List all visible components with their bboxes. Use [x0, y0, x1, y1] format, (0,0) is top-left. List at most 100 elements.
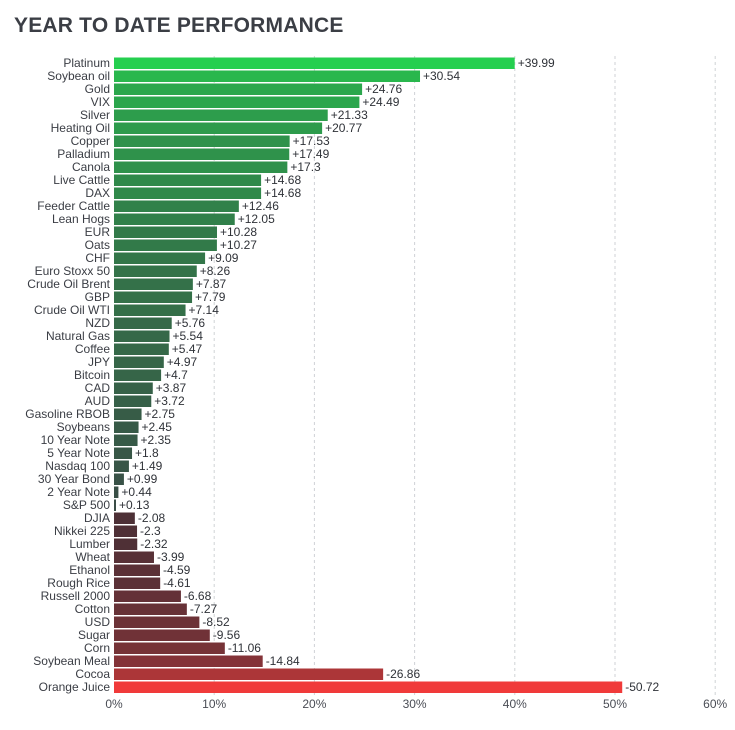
bar-row: Corn -11.06 — [84, 641, 261, 655]
value-label: +2.45 — [142, 420, 173, 434]
value-label: -4.61 — [163, 576, 191, 590]
bar — [114, 447, 133, 459]
chart-title: YEAR TO DATE PERFORMANCE — [14, 14, 344, 37]
bar-row: Oats +10.27 — [85, 238, 258, 252]
value-label: +0.44 — [121, 485, 152, 499]
category-label: Russell 2000 — [41, 589, 111, 603]
x-tick-label: 10% — [202, 697, 226, 711]
value-label: +2.75 — [145, 407, 176, 421]
value-label: +4.97 — [167, 355, 198, 369]
value-label: -3.99 — [157, 550, 185, 564]
value-label: +21.33 — [331, 108, 368, 122]
value-label: +0.13 — [119, 498, 150, 512]
value-label: +12.05 — [238, 212, 275, 226]
category-label: Wheat — [75, 550, 110, 564]
value-label: +10.27 — [220, 238, 257, 252]
bar-row: Bitcoin +4.7 — [74, 368, 188, 382]
bar-row: CAD +3.87 — [85, 381, 187, 395]
bar — [114, 681, 623, 693]
bar-row: Silver +21.33 — [80, 108, 368, 122]
bar — [114, 226, 218, 238]
bar — [114, 317, 172, 329]
bar — [114, 330, 170, 342]
x-axis-ticks: 0% 10% 20% 30% 40% 50% 60% — [105, 697, 727, 711]
category-label: USD — [85, 615, 111, 629]
bar-row: Copper +17.53 — [71, 134, 330, 148]
value-label: +9.09 — [208, 251, 239, 265]
bar — [114, 395, 152, 407]
bar-row: Cocoa -26.86 — [75, 667, 420, 681]
value-label: -2.32 — [140, 537, 168, 551]
category-label: Corn — [84, 641, 110, 655]
value-label: +30.54 — [423, 69, 460, 83]
category-label: Gold — [85, 82, 110, 96]
bar — [114, 577, 161, 589]
category-label: Feeder Cattle — [37, 199, 110, 213]
category-label: Nikkei 225 — [54, 524, 110, 538]
bar-row: Wheat -3.99 — [75, 550, 184, 564]
value-label: -2.08 — [138, 511, 166, 525]
category-label: GBP — [85, 290, 110, 304]
bar-row: Russell 2000 -6.68 — [41, 589, 212, 603]
value-label: +20.77 — [325, 121, 362, 135]
bar — [114, 590, 181, 602]
bar-row: USD -8.52 — [85, 615, 230, 629]
bar — [114, 564, 160, 576]
bar-row: Cotton -7.27 — [75, 602, 218, 616]
category-label: Sugar — [78, 628, 110, 642]
value-label: +5.47 — [172, 342, 203, 356]
value-label: +0.99 — [127, 472, 158, 486]
value-label: -11.06 — [228, 641, 261, 655]
value-label: +4.7 — [164, 368, 188, 382]
x-tick-label: 40% — [503, 697, 527, 711]
bar-row: Soybean oil +30.54 — [47, 69, 460, 83]
value-label: +2.35 — [141, 433, 172, 447]
bar — [114, 434, 138, 446]
value-label: -14.84 — [266, 654, 300, 668]
value-label: -9.56 — [213, 628, 241, 642]
bar-row: Crude Oil Brent +7.87 — [27, 277, 226, 291]
category-label: Soybean oil — [47, 69, 110, 83]
x-tick-label: 20% — [302, 697, 326, 711]
category-label: Soybean Meal — [33, 654, 110, 668]
bar-row: Palladium +17.49 — [57, 147, 329, 161]
bar — [114, 499, 116, 511]
bar-row: VIX +24.49 — [91, 95, 400, 109]
category-label: Crude Oil Brent — [27, 277, 110, 291]
category-label: DAX — [85, 186, 110, 200]
value-label: +12.46 — [242, 199, 279, 213]
value-label: +7.14 — [189, 303, 220, 317]
category-label: Orange Juice — [39, 680, 111, 694]
bar — [114, 512, 135, 524]
bar-row: Coffee +5.47 — [75, 342, 203, 356]
bar — [114, 551, 154, 563]
category-label: NZD — [85, 316, 110, 330]
bar — [114, 629, 210, 641]
value-label: +14.68 — [264, 173, 301, 187]
category-label: EUR — [85, 225, 111, 239]
bar-row: Feeder Cattle +12.46 — [37, 199, 279, 213]
bar-row: Gold +24.76 — [85, 82, 403, 96]
bar — [114, 148, 290, 160]
value-label: +5.54 — [173, 329, 204, 343]
value-label: -2.3 — [140, 524, 161, 538]
value-label: +7.87 — [196, 277, 227, 291]
bar — [114, 382, 153, 394]
bar-row: Crude Oil WTI +7.14 — [34, 303, 219, 317]
value-label: -26.86 — [386, 667, 420, 681]
bar-row: Gasoline RBOB +2.75 — [25, 407, 175, 421]
grid-lines — [213, 56, 716, 697]
category-label: Cotton — [75, 602, 110, 616]
category-label: Crude Oil WTI — [34, 303, 110, 317]
bar — [114, 239, 217, 251]
category-label: Nasdaq 100 — [45, 459, 110, 473]
category-label: Platinum — [63, 56, 110, 70]
bar-row: Nasdaq 100 +1.49 — [45, 459, 162, 473]
category-label: Heating Oil — [51, 121, 110, 135]
category-label: Lean Hogs — [52, 212, 110, 226]
bar — [114, 655, 263, 667]
bar — [114, 135, 290, 147]
value-label: +7.79 — [195, 290, 226, 304]
bar — [114, 421, 139, 433]
